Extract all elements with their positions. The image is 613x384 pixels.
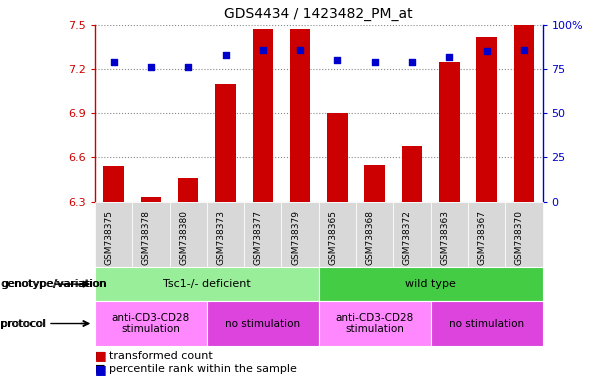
Text: GSM738379: GSM738379 [291, 210, 300, 265]
Bar [439, 62, 460, 202]
Bar [215, 84, 236, 202]
Bar [253, 29, 273, 202]
Text: GSM738373: GSM738373 [216, 210, 226, 265]
Text: genotype/variation: genotype/variation [1, 279, 107, 289]
Point [221, 52, 230, 58]
Point [258, 46, 268, 53]
Point [407, 59, 417, 65]
Text: GSM738368: GSM738368 [366, 210, 375, 265]
Text: wild type: wild type [405, 279, 456, 289]
Text: ■ percentile rank within the sample: ■ percentile rank within the sample [95, 364, 297, 374]
Text: GSM738372: GSM738372 [403, 210, 412, 265]
Point [482, 48, 492, 55]
Bar [104, 166, 124, 202]
Text: GSM738367: GSM738367 [478, 210, 487, 265]
Point [295, 46, 305, 53]
Text: GSM738363: GSM738363 [440, 210, 449, 265]
Text: no stimulation: no stimulation [449, 318, 524, 329]
Title: GDS4434 / 1423482_PM_at: GDS4434 / 1423482_PM_at [224, 7, 413, 21]
Text: GSM738370: GSM738370 [515, 210, 524, 265]
Text: genotype/variation: genotype/variation [0, 279, 106, 289]
Bar [514, 25, 534, 202]
Point [519, 46, 529, 53]
Bar [178, 178, 199, 202]
Text: no stimulation: no stimulation [225, 318, 300, 329]
Point [146, 64, 156, 70]
Text: GSM738377: GSM738377 [254, 210, 263, 265]
Point [444, 54, 454, 60]
Text: ■: ■ [95, 349, 107, 362]
Point [332, 57, 342, 63]
Text: ■: ■ [95, 363, 107, 376]
Point [370, 59, 379, 65]
Bar [402, 146, 422, 202]
Text: protocol: protocol [1, 318, 47, 329]
Text: anti-CD3-CD28
stimulation: anti-CD3-CD28 stimulation [112, 313, 190, 334]
Text: Tsc1-/- deficient: Tsc1-/- deficient [163, 279, 251, 289]
Bar [327, 113, 348, 202]
Text: ■ transformed count: ■ transformed count [95, 350, 213, 360]
Text: GSM738378: GSM738378 [142, 210, 151, 265]
Bar [476, 37, 497, 202]
Point [109, 59, 118, 65]
Text: GSM738365: GSM738365 [329, 210, 337, 265]
Text: GSM738375: GSM738375 [105, 210, 113, 265]
Text: anti-CD3-CD28
stimulation: anti-CD3-CD28 stimulation [335, 313, 414, 334]
Bar [141, 197, 161, 202]
Point [183, 64, 193, 70]
Text: protocol: protocol [0, 318, 88, 329]
Text: GSM738380: GSM738380 [179, 210, 188, 265]
Bar [290, 29, 310, 202]
Bar [365, 165, 385, 202]
